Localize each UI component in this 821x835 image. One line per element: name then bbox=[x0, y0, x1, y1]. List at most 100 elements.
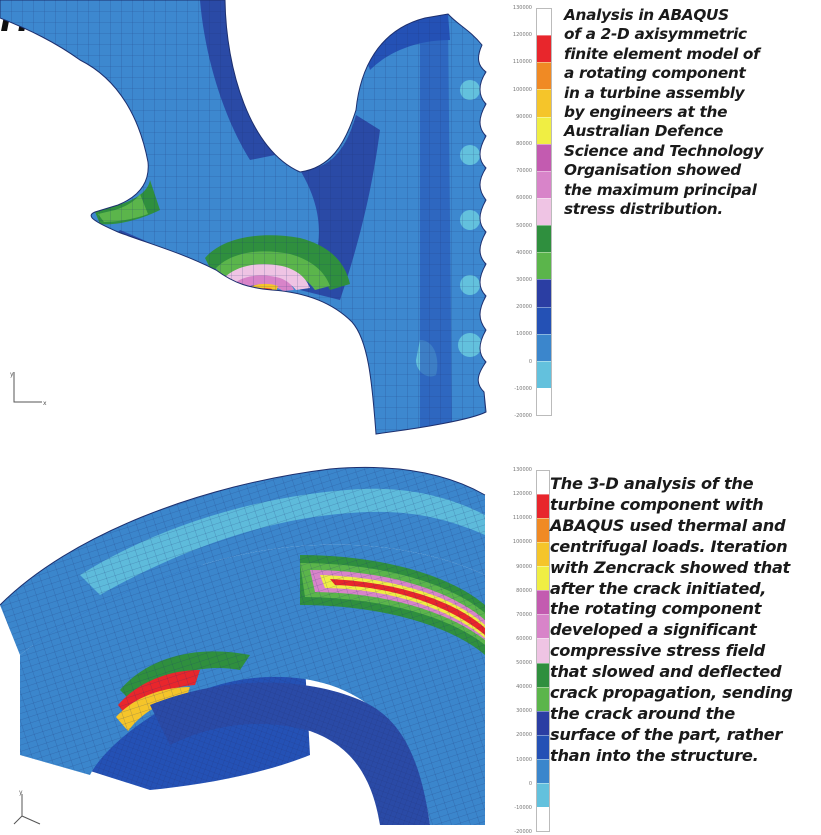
caption-line: the maximum principal bbox=[564, 180, 757, 199]
legend-swatch bbox=[537, 471, 549, 495]
axis-triad-icon: y bbox=[13, 789, 41, 825]
stress-legend bbox=[536, 8, 552, 416]
legend-tick-label: -20000 bbox=[514, 829, 532, 835]
legend-tick-label: 130000 bbox=[512, 5, 532, 11]
caption-line: by engineers at the bbox=[564, 103, 728, 122]
legend-tick-label: 60000 bbox=[516, 195, 532, 202]
legend-tick-label: 0 bbox=[528, 780, 532, 787]
legend-tick-label: 130000 bbox=[512, 467, 532, 473]
legend-swatch bbox=[537, 360, 551, 388]
caption-line: Science and Technology bbox=[564, 141, 764, 160]
caption-line: in a turbine assembly bbox=[564, 83, 745, 102]
legend-tick-label: 10000 bbox=[516, 756, 532, 763]
legend-tick-label: 110000 bbox=[512, 59, 532, 66]
legend-swatch bbox=[537, 614, 549, 639]
legend-tick-label: 90000 bbox=[516, 113, 532, 120]
caption-line: after the crack initiated, bbox=[550, 578, 767, 598]
legend-swatch bbox=[537, 806, 549, 831]
legend-tick-label: 80000 bbox=[516, 141, 532, 147]
legend-tick-label: 0 bbox=[528, 358, 532, 365]
caption-line: a rotating component bbox=[564, 64, 746, 83]
legend-swatch bbox=[537, 734, 549, 759]
legend-tick-label: -10000 bbox=[514, 385, 532, 392]
legend-tick-label: 40000 bbox=[516, 684, 532, 691]
figure-caption: Analysis in ABAQUS of a 2-D axisymmetric f… bbox=[564, 6, 763, 219]
legend-tick-label: 50000 bbox=[516, 660, 532, 667]
legend-swatch bbox=[537, 566, 549, 591]
legend-swatch bbox=[537, 89, 551, 117]
caption-line: Australian Defence bbox=[564, 122, 724, 141]
legend-tick-label: 120000 bbox=[512, 32, 532, 39]
legend-tick-label: -20000 bbox=[514, 413, 532, 419]
legend-tick-label: 110000 bbox=[512, 515, 532, 522]
caption-line: that slowed and deflected bbox=[550, 662, 782, 682]
caption-line: surface of the part, rather bbox=[550, 724, 783, 744]
fe-model-3d-image bbox=[0, 466, 486, 825]
legend-swatch bbox=[537, 686, 549, 711]
legend-tick-label: 120000 bbox=[512, 491, 532, 498]
legend-tick-label: 20000 bbox=[516, 304, 532, 311]
legend-swatch bbox=[537, 170, 551, 198]
caption-line: Analysis in ABAQUS bbox=[564, 6, 729, 24]
legend-swatch bbox=[537, 279, 551, 307]
caption-line: the crack around the bbox=[550, 703, 735, 723]
legend-tick-label: 100000 bbox=[512, 86, 532, 93]
legend-swatch bbox=[537, 638, 549, 663]
caption-line: than into the structure. bbox=[550, 745, 759, 765]
svg-text:y: y bbox=[19, 789, 23, 796]
legend-tick-label: 70000 bbox=[516, 168, 532, 175]
caption-line: stress distribution. bbox=[564, 200, 723, 219]
legend-tick-label: 70000 bbox=[516, 611, 532, 618]
legend-swatch bbox=[537, 116, 551, 144]
legend-swatch bbox=[537, 518, 549, 543]
caption-line: ABAQUS used thermal and bbox=[550, 515, 786, 535]
legend-tick-label: 20000 bbox=[516, 732, 532, 739]
legend-swatch bbox=[537, 306, 551, 334]
legend-ticks: 130000 120000 110000 100000 90000 80000 70000 6… bbox=[480, 5, 532, 419]
figure-caption: The 3-D analysis of the turbine component… bbox=[550, 474, 793, 767]
caption-line: developed a significant bbox=[550, 620, 757, 640]
legend-swatch bbox=[537, 35, 551, 63]
legend-tick-label: 10000 bbox=[516, 331, 532, 338]
legend-swatch bbox=[537, 494, 549, 519]
legend-swatch bbox=[537, 62, 551, 90]
legend-swatch bbox=[537, 758, 549, 783]
legend-swatch bbox=[537, 590, 549, 615]
caption-line: crack propagation, sending bbox=[550, 683, 793, 703]
legend-tick-label: 30000 bbox=[516, 708, 532, 715]
legend-swatch bbox=[537, 197, 551, 226]
axis-triad-icon: y x bbox=[10, 371, 47, 407]
caption-line: centrifugal loads. Iteration bbox=[550, 536, 788, 556]
caption-line: the rotating component bbox=[550, 599, 762, 619]
legend-swatch bbox=[537, 387, 551, 416]
legend-tick-label: 50000 bbox=[516, 222, 532, 229]
legend-tick-label: 40000 bbox=[516, 249, 532, 256]
legend-tick-label: 80000 bbox=[516, 587, 532, 594]
legend-swatch bbox=[537, 225, 551, 253]
legend-swatch bbox=[537, 542, 549, 567]
legend-tick-label: 60000 bbox=[516, 635, 532, 642]
legend-ticks: 130000 120000 110000 100000 90000 80000 70000 6… bbox=[480, 467, 532, 835]
svg-text:x: x bbox=[43, 400, 47, 407]
caption-line: with Zencrack showed that bbox=[550, 557, 790, 577]
caption-line: turbine component with bbox=[550, 494, 764, 514]
legend-swatch bbox=[537, 252, 551, 280]
legend-swatch bbox=[537, 9, 551, 36]
caption-line: compressive stress field bbox=[550, 641, 765, 661]
legend-tick-label: 30000 bbox=[516, 277, 532, 283]
legend-swatch bbox=[537, 710, 549, 735]
legend-tick-label: -10000 bbox=[514, 804, 532, 811]
legend-tick-label: 100000 bbox=[512, 539, 532, 546]
caption-line: The 3-D analysis of the bbox=[550, 474, 754, 493]
legend-swatch bbox=[537, 333, 551, 361]
fe-model-2d-image bbox=[0, 0, 487, 435]
legend-swatch bbox=[537, 143, 551, 171]
caption-line: Organisation showed bbox=[564, 161, 741, 180]
legend-tick-label: 90000 bbox=[516, 563, 532, 570]
caption-line: of a 2-D axisymmetric bbox=[564, 25, 747, 44]
stress-legend bbox=[536, 470, 550, 832]
legend-swatch bbox=[537, 782, 549, 807]
caption-line: finite element model of bbox=[564, 44, 760, 63]
legend-swatch bbox=[537, 662, 549, 687]
svg-text:y: y bbox=[10, 371, 14, 378]
